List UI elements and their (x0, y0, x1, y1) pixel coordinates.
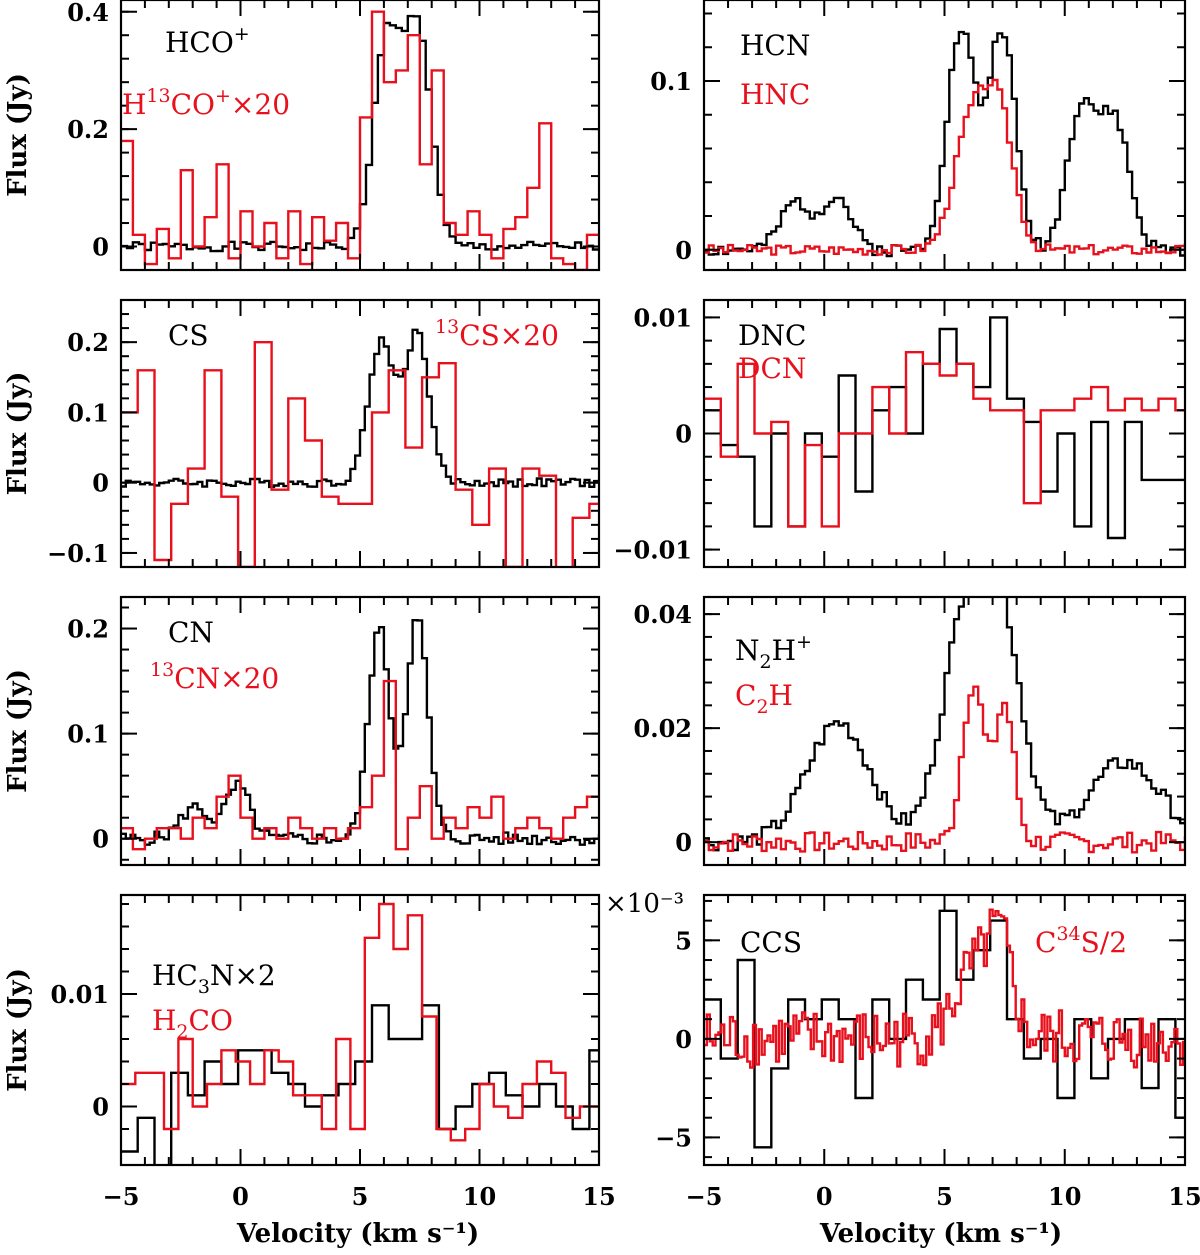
x-axis-title-left: Velocity (km s⁻¹) (236, 1219, 479, 1249)
y-tick-label: −0.01 (613, 536, 692, 565)
legend-secondary: HNC (740, 78, 810, 111)
y-tick-label: −5 (655, 1123, 692, 1152)
legend-primary: CS (168, 319, 209, 352)
y-tick-label: 0 (675, 236, 692, 265)
y-tick-label: 0.2 (67, 328, 109, 357)
series-n2h- (704, 597, 1185, 852)
y-axis-title: Flux (Jy) (3, 372, 33, 496)
legend-secondary: 13CS×20 (435, 316, 559, 352)
series-13cs-x20 (121, 341, 599, 567)
series-dcn (704, 351, 1185, 528)
y-tick-label: 0.1 (67, 398, 109, 427)
series-hnc (704, 78, 1185, 256)
x-tick-label: 5 (936, 1182, 953, 1211)
legend-primary: HC3N×2 (152, 959, 276, 998)
legend-primary: DNC (738, 319, 806, 352)
x-tick-label: 15 (582, 1182, 615, 1211)
legend-primary: CN (168, 616, 214, 649)
x-tick-label: 10 (463, 1182, 496, 1211)
x-tick-label: −5 (686, 1182, 723, 1211)
x-tick-label: 0 (232, 1182, 249, 1211)
y-tick-label: 5 (675, 926, 692, 955)
y-tick-label: 0 (675, 828, 692, 857)
y-tick-label: 0 (92, 469, 109, 498)
series-c34s-2 (704, 908, 1185, 1069)
series-cn (121, 619, 599, 846)
series-hcn (704, 30, 1185, 258)
y-tick-label: 0.1 (650, 67, 692, 96)
x-axis-title-right: Velocity (km s⁻¹) (819, 1219, 1062, 1249)
y-axis-title: Flux (Jy) (3, 968, 33, 1092)
y-tick-label: 0 (675, 1025, 692, 1054)
legend-primary: N2H+ (735, 631, 812, 673)
panel-mid2-right: 0 0.02 0.04 N2H+ C2H (634, 595, 1187, 867)
series-h13co-x20 (121, 10, 599, 270)
x-tick-label: 10 (1048, 1182, 1081, 1211)
legend-secondary: H2CO (152, 1004, 233, 1043)
y-tick-label: 0 (92, 825, 109, 854)
series-h2co (121, 902, 599, 1142)
legend-secondary: C2H (735, 679, 793, 718)
y-axis-title: Flux (Jy) (3, 669, 33, 793)
legend-primary: HCO+ (165, 23, 250, 59)
series-cs (121, 328, 599, 489)
x-tick-label: 15 (1168, 1182, 1200, 1211)
panel-mid1-left: −0.1 0 0.1 0.2 Flux (Jy) CS 13CS×20 (3, 298, 601, 569)
y-tick-label: 0.4 (67, 0, 109, 27)
y-tick-label: −0.1 (47, 539, 109, 568)
legend-secondary: H13CO+×20 (122, 85, 290, 121)
y-tick-label: 0 (92, 233, 109, 262)
panel-bottom-left: 0 0.01 Flux (Jy) −5 0 5 10 15 HC3N×2 H2CO (3, 893, 616, 1211)
panels-group: 0 0.2 0.4 Flux (Jy) HCO+ H13CO+×20 0 0.1 HCN HNC −… (3, 0, 1200, 1211)
y-tick-label: 0.2 (67, 115, 109, 144)
y-tick-label: 0.04 (634, 600, 692, 629)
panel-top-left: 0 0.2 0.4 Flux (Jy) HCO+ H13CO+×20 (3, 0, 601, 272)
y-tick-label: 0.01 (51, 980, 109, 1009)
series-c2h (704, 685, 1185, 854)
y-tick-label: 0.02 (634, 714, 692, 743)
x-tick-label: 0 (816, 1182, 833, 1211)
panel-top-right: 0 0.1 HCN HNC (650, 0, 1187, 272)
x-tick-label: 5 (352, 1182, 369, 1211)
panel-mid2-left: 0 0.1 0.2 Flux (Jy) CN 13CN×20 (3, 595, 601, 867)
y-tick-label: 0 (675, 420, 692, 449)
legend-primary: HCN (740, 29, 810, 62)
y-tick-label: 0.2 (67, 615, 109, 644)
panel-bottom-right: −5 0 5 −5 0 5 10 15 CCS C34S/2 (655, 893, 1200, 1211)
x-tick-label: −5 (103, 1182, 140, 1211)
legend-secondary: DCN (738, 352, 806, 385)
legend-primary: CCS (740, 926, 802, 959)
series-13cn-x20 (121, 679, 599, 851)
legend-secondary: 13CN×20 (150, 659, 279, 695)
y-tick-label: 0.1 (67, 720, 109, 749)
y-tick-label: 0 (92, 1093, 109, 1122)
legend-secondary: C34S/2 (1035, 923, 1127, 959)
exponent-label: ×10⁻³ (605, 889, 684, 919)
y-tick-label: 0.01 (634, 303, 692, 332)
y-axis-title: Flux (Jy) (3, 73, 33, 197)
